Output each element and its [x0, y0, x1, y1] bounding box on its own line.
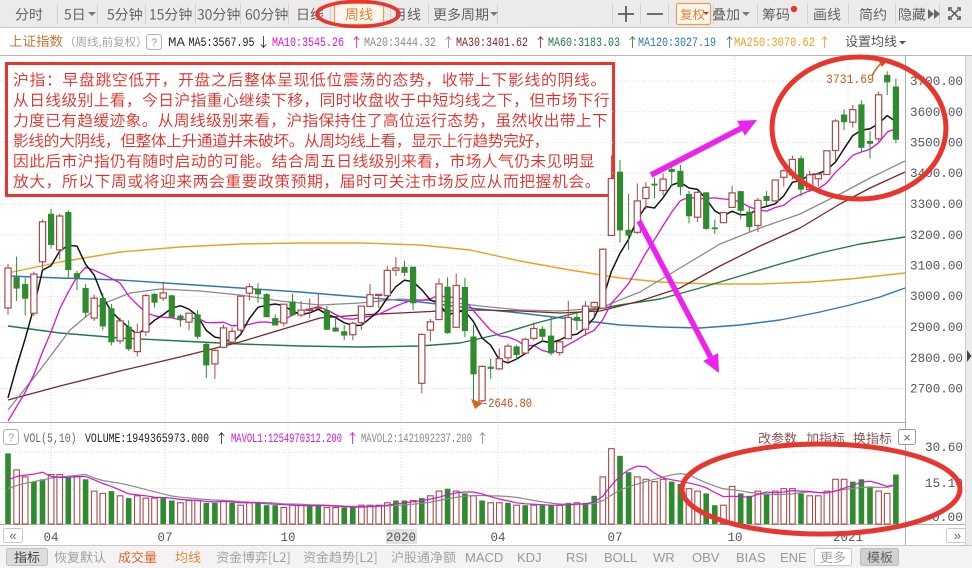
- svg-text:MA: MA: [168, 36, 186, 50]
- svg-text:3100.00: 3100.00: [910, 260, 963, 274]
- svg-text:15.10: 15.10: [925, 477, 963, 491]
- svg-text:MA30:3401.62: MA30:3401.62: [456, 36, 528, 50]
- svg-text:3300.00: 3300.00: [910, 198, 963, 212]
- svg-text:3600.00: 3600.00: [910, 106, 963, 120]
- svg-text:?: ?: [151, 37, 157, 49]
- svg-text:BIAS: BIAS: [736, 550, 766, 565]
- svg-text:10: 10: [280, 531, 295, 545]
- svg-text:KDJ: KDJ: [517, 550, 542, 565]
- svg-text:3500.00: 3500.00: [910, 137, 963, 151]
- svg-text:MA120:3027.19: MA120:3027.19: [638, 36, 716, 50]
- svg-text:3000.00: 3000.00: [910, 290, 963, 304]
- svg-text:MA10:3545.26: MA10:3545.26: [272, 36, 344, 50]
- svg-text:MA20:3444.32: MA20:3444.32: [364, 36, 436, 50]
- svg-text:2900.00: 2900.00: [910, 321, 963, 335]
- svg-text:10: 10: [727, 531, 742, 545]
- svg-text:MA60:3183.03: MA60:3183.03: [548, 36, 620, 50]
- svg-text:30.60: 30.60: [925, 441, 963, 455]
- svg-text:07: 07: [157, 531, 172, 545]
- svg-text:VOL(5,10): VOL(5,10): [24, 432, 77, 446]
- svg-text:BOLL: BOLL: [604, 550, 637, 565]
- svg-text:2800.00: 2800.00: [910, 352, 963, 366]
- svg-text:-2646.80: -2646.80: [482, 397, 532, 411]
- svg-text:WR: WR: [653, 550, 675, 565]
- svg-text:2020: 2020: [386, 531, 416, 545]
- svg-text:?: ?: [8, 432, 14, 444]
- svg-text:OBV: OBV: [692, 550, 720, 565]
- svg-text:«: «: [9, 528, 16, 543]
- svg-text:RSI: RSI: [566, 550, 588, 565]
- svg-text:MA5:3567.95: MA5:3567.95: [189, 36, 255, 50]
- svg-text:04: 04: [490, 531, 505, 545]
- svg-text:MAVOL1:1254970312.200: MAVOL1:1254970312.200: [231, 432, 342, 446]
- svg-text:04: 04: [43, 531, 58, 545]
- svg-text:MA250:3070.62: MA250:3070.62: [734, 36, 815, 50]
- svg-text:VOLUME:1949365973.000: VOLUME:1949365973.000: [85, 432, 209, 446]
- svg-text:ENE: ENE: [780, 550, 807, 565]
- svg-text:MACD: MACD: [465, 550, 503, 565]
- svg-text:»: »: [954, 528, 961, 543]
- svg-text:3200.00: 3200.00: [910, 229, 963, 243]
- svg-text:3731.69: 3731.69: [826, 73, 874, 87]
- svg-text:×: ×: [903, 430, 911, 445]
- svg-text:07: 07: [607, 531, 622, 545]
- svg-text:2700.00: 2700.00: [910, 383, 963, 397]
- svg-text:MAVOL2:1421092237.200: MAVOL2:1421092237.200: [361, 432, 472, 446]
